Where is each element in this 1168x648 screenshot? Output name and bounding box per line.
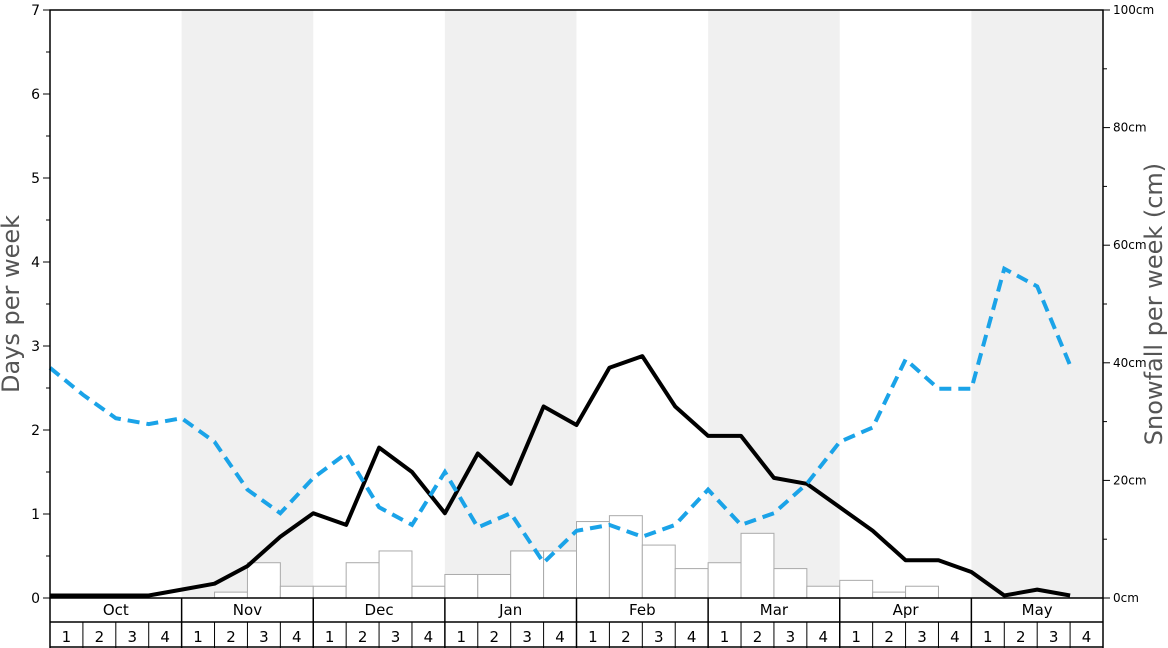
week-label: 4 xyxy=(687,628,697,646)
month-shade-may xyxy=(971,10,1103,598)
left-tick-label: 1 xyxy=(31,507,40,523)
bar-week-7 xyxy=(246,562,281,599)
week-label: 4 xyxy=(819,628,829,646)
week-label: 3 xyxy=(391,628,401,646)
month-label-oct: Oct xyxy=(103,601,129,619)
week-label: 2 xyxy=(1016,628,1026,646)
week-label: 2 xyxy=(226,628,236,646)
bar-week-17 xyxy=(576,521,610,599)
week-label: 2 xyxy=(884,628,894,646)
week-label: 3 xyxy=(522,628,532,646)
right-tick-label: 0cm xyxy=(1113,591,1139,605)
bar-week-26 xyxy=(872,591,907,599)
month-shade-jan xyxy=(444,10,577,598)
solid-series-line xyxy=(50,354,1071,598)
week-label: 2 xyxy=(95,628,105,646)
right-axis-title: Snowfall per week (cm) xyxy=(1140,163,1168,445)
week-label: 3 xyxy=(917,628,927,646)
week-label: 4 xyxy=(292,628,302,646)
month-label-mar: Mar xyxy=(760,601,789,619)
month-label-apr: Apr xyxy=(893,601,920,619)
week-label: 1 xyxy=(457,628,467,646)
month-shade-nov xyxy=(181,10,314,598)
bar-week-24 xyxy=(806,585,841,599)
week-label: 1 xyxy=(325,628,335,646)
bar-week-8 xyxy=(279,585,314,599)
week-label: 3 xyxy=(786,628,796,646)
left-tick-label: 4 xyxy=(31,255,40,271)
week-label: 1 xyxy=(851,628,861,646)
bar-week-22 xyxy=(740,532,775,599)
left-tick-label: 5 xyxy=(31,171,40,187)
week-label: 1 xyxy=(588,628,598,646)
week-label: 4 xyxy=(950,628,960,646)
right-tick-label: 100cm xyxy=(1113,3,1154,17)
right-tick-label: 80cm xyxy=(1113,121,1147,135)
right-axis: 0cm 20cm 40cm 60cm 80cm 100cm xyxy=(1103,3,1154,605)
bar-week-6 xyxy=(214,591,248,599)
week-label: 2 xyxy=(621,628,631,646)
week-label: 4 xyxy=(1082,628,1092,646)
left-tick-label: 7 xyxy=(31,3,40,19)
series-lines-group xyxy=(48,265,1072,598)
week-label: 2 xyxy=(753,628,763,646)
left-tick-label: 0 xyxy=(31,591,40,607)
snow-days-bars-group xyxy=(214,515,939,599)
week-label: 2 xyxy=(358,628,368,646)
bar-week-21 xyxy=(707,562,742,599)
right-tick-label: 20cm xyxy=(1113,473,1147,487)
week-label: 1 xyxy=(193,628,203,646)
left-tick-label: 2 xyxy=(31,423,40,439)
week-label: 4 xyxy=(424,628,434,646)
left-axis: 0 1 2 3 4 5 6 7 xyxy=(31,3,50,607)
bar-week-27 xyxy=(905,585,939,599)
week-label: 2 xyxy=(489,628,499,646)
bar-week-9 xyxy=(312,585,347,599)
right-tick-label: 40cm xyxy=(1113,356,1147,370)
week-label: 3 xyxy=(127,628,137,646)
week-label: 1 xyxy=(983,628,993,646)
month-label-dec: Dec xyxy=(365,601,394,619)
week-label: 3 xyxy=(654,628,664,646)
bar-week-11 xyxy=(378,550,413,599)
month-label-nov: Nov xyxy=(233,601,262,619)
dashed-series-line xyxy=(48,265,1072,566)
month-shade-mar xyxy=(708,10,840,598)
week-label: 3 xyxy=(1049,628,1059,646)
bar-week-13 xyxy=(444,573,479,599)
week-label: 4 xyxy=(160,628,170,646)
bar-week-12 xyxy=(411,585,446,599)
bar-week-18 xyxy=(608,515,643,599)
bar-week-19 xyxy=(641,544,676,599)
month-label-may: May xyxy=(1022,601,1053,619)
right-tick-label: 60cm xyxy=(1113,238,1147,252)
left-axis-title: Days per week xyxy=(0,215,25,393)
month-axis: Oct 1 2 3 4 Nov 1 2 3 4 Dec 1 2 3 4 Jan 1 2 3 4 Feb 1 2 3 4 Mar 1 2… xyxy=(49,598,1104,648)
bar-week-23 xyxy=(773,568,808,599)
bar-week-15 xyxy=(510,550,545,599)
month-label-jan: Jan xyxy=(498,601,522,619)
week-label: 3 xyxy=(259,628,269,646)
bar-week-10 xyxy=(345,562,380,599)
week-label: 1 xyxy=(62,628,72,646)
week-label: 1 xyxy=(720,628,730,646)
week-label: 4 xyxy=(555,628,565,646)
bar-week-14 xyxy=(477,573,512,599)
left-tick-label: 6 xyxy=(31,87,40,103)
bar-week-25 xyxy=(839,579,874,599)
left-tick-label: 3 xyxy=(31,339,40,355)
bar-week-20 xyxy=(674,568,709,599)
month-shading-group xyxy=(181,10,1103,598)
month-label-feb: Feb xyxy=(629,601,656,619)
